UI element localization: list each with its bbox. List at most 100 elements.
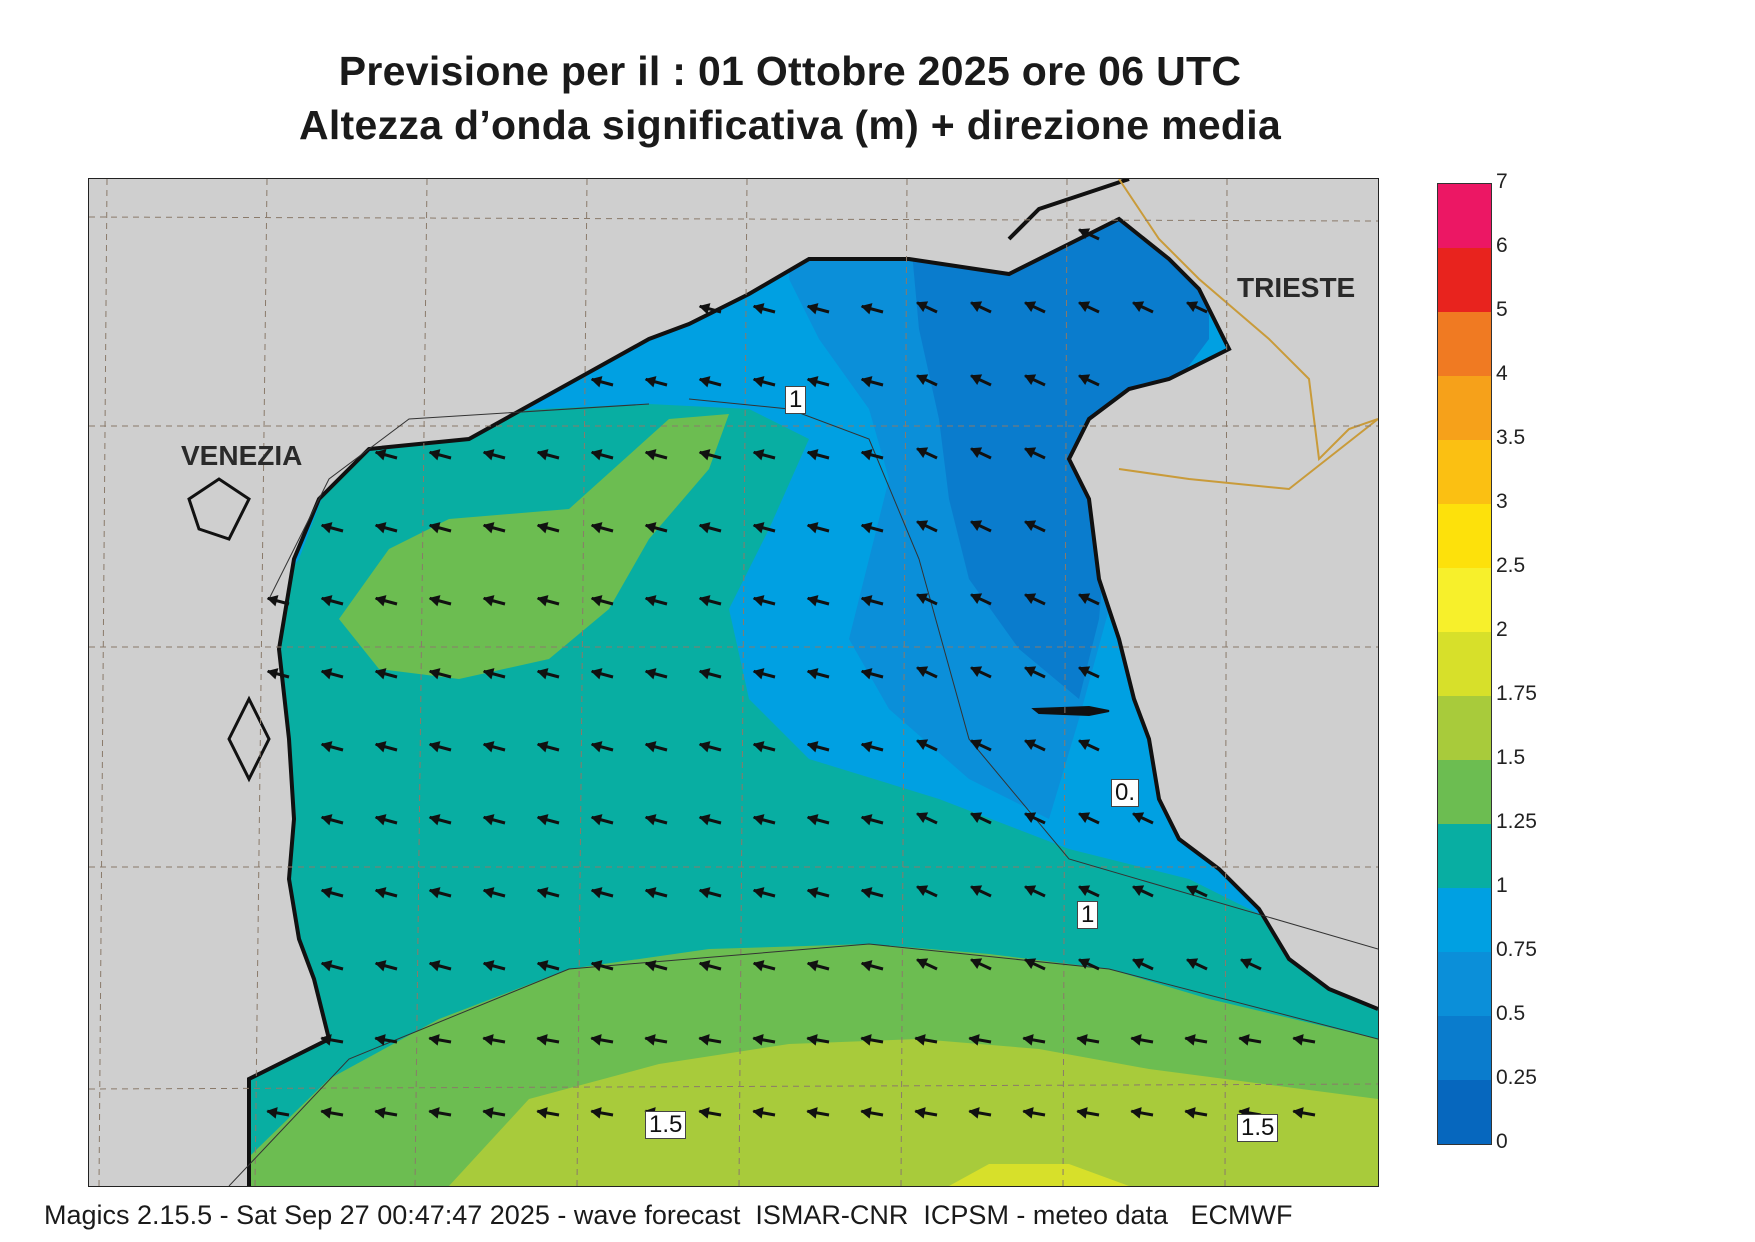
contour-label-05: 0. — [1111, 779, 1140, 807]
direction-arrowhead — [590, 376, 603, 388]
direction-arrowhead — [916, 593, 929, 605]
legend-tick-label: 2 — [1496, 618, 1508, 641]
legend-tick-label: 3 — [1496, 490, 1508, 513]
direction-arrowhead — [1024, 885, 1037, 897]
legend-swatch — [1438, 504, 1491, 568]
direction-arrowhead — [590, 522, 603, 534]
direction-arrowhead — [644, 595, 657, 607]
direction-arrowhead — [916, 739, 929, 751]
direction-arrowhead — [374, 741, 387, 753]
border-line-2 — [1118, 418, 1378, 491]
legend-swatch — [1438, 440, 1491, 504]
direction-arrowhead — [536, 741, 549, 753]
direction-arrowhead — [1132, 301, 1145, 313]
direction-arrowhead — [428, 449, 441, 461]
direction-arrowhead — [482, 595, 495, 607]
direction-arrowhead — [970, 812, 983, 824]
direction-arrowhead — [590, 960, 603, 972]
direction-arrowhead — [1024, 447, 1037, 459]
direction-arrowhead — [916, 958, 929, 970]
legend-swatch — [1438, 632, 1491, 696]
direction-arrowhead — [536, 595, 549, 607]
city-label-trieste: TRIESTE — [1237, 272, 1356, 303]
direction-arrowhead — [428, 814, 441, 826]
direction-arrowhead — [1184, 1107, 1196, 1119]
direction-arrowhead — [644, 814, 657, 826]
direction-arrowhead — [806, 449, 819, 461]
direction-arrowhead — [590, 595, 603, 607]
direction-arrowhead — [590, 449, 603, 461]
direction-arrowhead — [590, 1034, 602, 1046]
direction-arrowhead — [916, 885, 929, 897]
direction-arrowhead — [1024, 520, 1037, 532]
direction-arrowhead — [698, 303, 711, 315]
direction-arrowhead — [1024, 958, 1037, 970]
contour-label-1-bottom: 1 — [1077, 901, 1099, 929]
legend-swatch — [1438, 1016, 1491, 1080]
direction-arrowhead — [320, 1034, 332, 1046]
direction-arrowhead — [806, 668, 819, 680]
legend-tick-label: 0.5 — [1496, 1002, 1526, 1025]
direction-arrowhead — [320, 522, 333, 534]
direction-arrowhead — [644, 1034, 656, 1046]
contour-label-15-left: 1.5 — [645, 1111, 687, 1139]
direction-arrowhead — [482, 449, 495, 461]
direction-arrowhead — [1292, 1034, 1304, 1046]
direction-arrowhead — [698, 741, 711, 753]
direction-arrowhead — [1078, 739, 1091, 751]
direction-arrowhead — [1130, 1107, 1142, 1119]
direction-arrowhead — [1130, 1034, 1142, 1046]
direction-arrowhead — [916, 520, 929, 532]
legend-tick-label: 3.5 — [1496, 426, 1526, 449]
direction-arrowhead — [806, 303, 819, 315]
legend-swatch — [1438, 568, 1491, 632]
direction-arrowhead — [644, 668, 657, 680]
direction-arrowhead — [374, 887, 387, 899]
direction-arrowhead — [916, 374, 929, 386]
direction-arrowhead — [266, 668, 279, 680]
direction-arrowhead — [320, 741, 333, 753]
direction-arrowhead — [698, 960, 711, 972]
direction-arrowhead — [698, 522, 711, 534]
direction-arrowhead — [1240, 958, 1253, 970]
direction-arrowhead — [970, 666, 983, 678]
direction-arrowhead — [970, 520, 983, 532]
lagoon-island-2 — [227, 695, 271, 783]
direction-arrowhead — [698, 1034, 710, 1046]
direction-arrowhead — [1078, 666, 1091, 678]
field-1.5-1.75 — [449, 1039, 1378, 1186]
direction-arrowhead — [1078, 812, 1091, 824]
direction-arrowhead — [536, 887, 549, 899]
direction-arrowhead — [698, 668, 711, 680]
direction-arrowhead — [1078, 374, 1091, 386]
direction-arrowhead — [1024, 666, 1037, 678]
coastline-north — [1007, 179, 1130, 241]
city-label-venezia: VENEZIA — [181, 440, 303, 471]
direction-arrowhead — [1024, 374, 1037, 386]
direction-arrowhead — [806, 1034, 818, 1046]
direction-arrowhead — [482, 1034, 494, 1046]
direction-arrowhead — [482, 741, 495, 753]
direction-arrowhead — [374, 522, 387, 534]
direction-arrowhead — [916, 812, 929, 824]
contour-label-1: 1 — [785, 386, 807, 414]
direction-arrowhead — [1024, 301, 1037, 313]
direction-arrowhead — [590, 668, 603, 680]
direction-arrowhead — [860, 668, 873, 680]
direction-arrowhead — [590, 887, 603, 899]
direction-arrowhead — [968, 1107, 980, 1119]
legend-tick-label: 2.5 — [1496, 554, 1526, 577]
direction-arrowhead — [698, 595, 711, 607]
wave-height-map: 1 0. 1 1.5 1.5 — [88, 178, 1379, 1187]
legend-tick-label: 0 — [1496, 1130, 1508, 1153]
direction-arrowhead — [428, 522, 441, 534]
direction-arrowhead — [970, 885, 983, 897]
direction-arrowhead — [752, 376, 765, 388]
direction-arrowhead — [806, 887, 819, 899]
direction-arrowhead — [320, 668, 333, 680]
legend-tick-label: 1.75 — [1496, 682, 1537, 705]
direction-arrowhead — [1022, 1107, 1034, 1119]
direction-arrowhead — [806, 814, 819, 826]
contour-label-15-right: 1.5 — [1237, 1114, 1279, 1142]
direction-arrowhead — [860, 960, 873, 972]
